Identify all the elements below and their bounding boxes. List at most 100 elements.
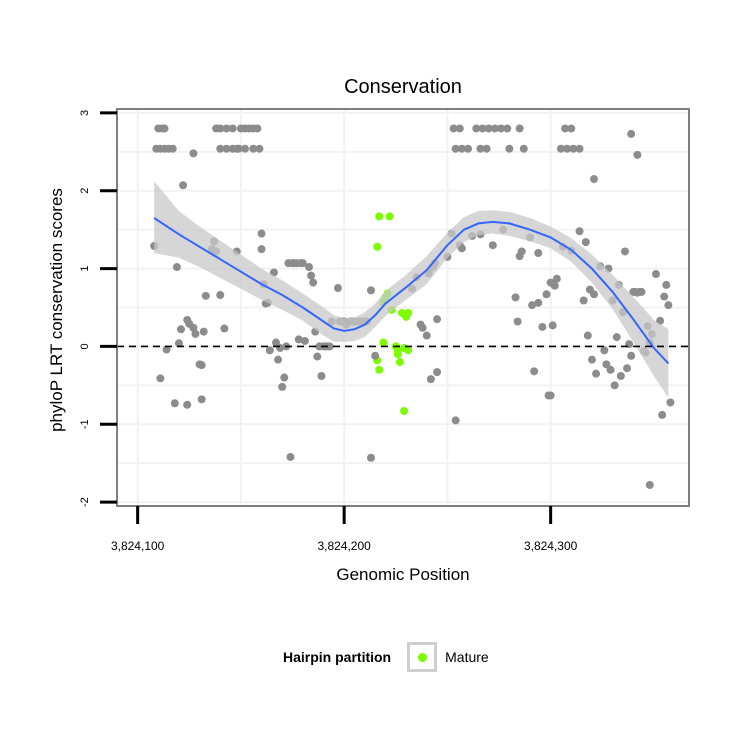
data-point-other [505, 144, 514, 153]
data-point-other [534, 298, 543, 307]
data-point-other [616, 372, 625, 381]
x-tick-label: 3,824,300 [524, 539, 578, 553]
data-point-other [542, 290, 551, 299]
y-tick-label: 2 [79, 188, 91, 194]
data-point-other [538, 322, 547, 331]
data-point-other [550, 281, 559, 290]
y-axis-label: phyloP LRT conservation scores [47, 188, 66, 432]
data-point-other [433, 368, 442, 377]
data-point-other [567, 124, 576, 133]
data-point-other [587, 355, 596, 364]
data-point-other [333, 284, 342, 293]
data-point-other [174, 339, 183, 348]
y-tick-label: -1 [79, 419, 91, 429]
data-point-other [278, 382, 287, 391]
data-point-other [455, 124, 464, 133]
data-point-other [216, 124, 225, 133]
data-point-other [488, 241, 497, 250]
data-point-mature [373, 242, 382, 251]
data-point-other [637, 287, 646, 296]
chart-title: Conservation [344, 76, 462, 98]
data-point-other [286, 452, 295, 461]
y-tick-label: 1 [79, 266, 91, 272]
data-point-other [552, 274, 561, 283]
data-point-other [627, 351, 636, 360]
data-point-other [662, 280, 671, 289]
data-point-other [280, 373, 289, 382]
data-point-other [253, 124, 262, 133]
data-point-other [590, 175, 599, 184]
data-point-other [249, 144, 258, 153]
y-tick-label: 3 [79, 110, 91, 116]
data-point-other [222, 144, 231, 153]
data-point-other [451, 416, 460, 425]
data-point-other [162, 345, 171, 354]
data-point-mature [385, 212, 394, 221]
y-tick-label: 0 [79, 343, 91, 349]
data-point-other [579, 296, 588, 305]
y-tick-label: -2 [79, 497, 91, 507]
data-point-other [472, 124, 481, 133]
data-point-other [191, 329, 200, 338]
data-point-other [476, 144, 485, 153]
data-point-mature [375, 212, 384, 221]
data-point-other [546, 391, 555, 400]
data-point-other [457, 244, 466, 253]
data-point-other [612, 333, 621, 342]
data-point-other [433, 315, 442, 324]
data-point-mature [400, 407, 409, 416]
data-point-other [575, 227, 584, 236]
data-point-other [581, 238, 590, 247]
data-point-other [623, 364, 632, 373]
data-point-other [666, 398, 675, 407]
legend-key-mature [407, 642, 438, 672]
data-point-other [627, 129, 636, 138]
legend-title: Hairpin partition [283, 649, 392, 665]
data-point-other [255, 144, 264, 153]
data-point-other [274, 355, 283, 364]
data-point-other [216, 144, 225, 153]
x-tick-label: 3,824,200 [317, 539, 371, 553]
data-point-other [583, 331, 592, 340]
data-point-other [602, 360, 611, 369]
data-point-other [156, 374, 165, 383]
data-point-other [300, 336, 309, 345]
data-point-other [530, 367, 539, 376]
data-point-mature [375, 365, 384, 374]
data-point-mature [404, 346, 413, 355]
data-point-other [482, 144, 491, 153]
data-point-other [269, 268, 278, 277]
data-point-other [592, 369, 601, 378]
data-point-other [313, 352, 322, 361]
data-point-other [575, 144, 584, 153]
data-point-other [222, 124, 231, 133]
data-point-other [426, 375, 435, 384]
data-point-other [422, 331, 431, 340]
data-point-other [305, 263, 314, 272]
data-point-other [371, 351, 380, 360]
data-point-other [298, 259, 307, 268]
data-point-other [519, 144, 528, 153]
data-point-other [464, 144, 473, 153]
data-point-other [511, 293, 520, 302]
data-point-other [610, 381, 619, 390]
data-point-other [451, 144, 460, 153]
data-point-other [658, 410, 667, 419]
legend-swatch-mature [417, 652, 427, 662]
data-point-other [170, 399, 179, 408]
data-point-other [418, 323, 427, 332]
data-point-other [317, 372, 326, 381]
data-point-other [528, 301, 537, 310]
data-point-other [620, 247, 629, 256]
data-point-other [590, 290, 599, 299]
data-point-other [633, 150, 642, 159]
data-point-other [664, 301, 673, 310]
data-point-other [189, 323, 198, 332]
data-point-other [177, 325, 186, 334]
smooth-line [153, 217, 670, 365]
data-point-other [600, 346, 609, 355]
data-point-other [201, 291, 210, 300]
x-axis-label: Genomic Position [336, 565, 469, 584]
data-point-other [556, 144, 565, 153]
